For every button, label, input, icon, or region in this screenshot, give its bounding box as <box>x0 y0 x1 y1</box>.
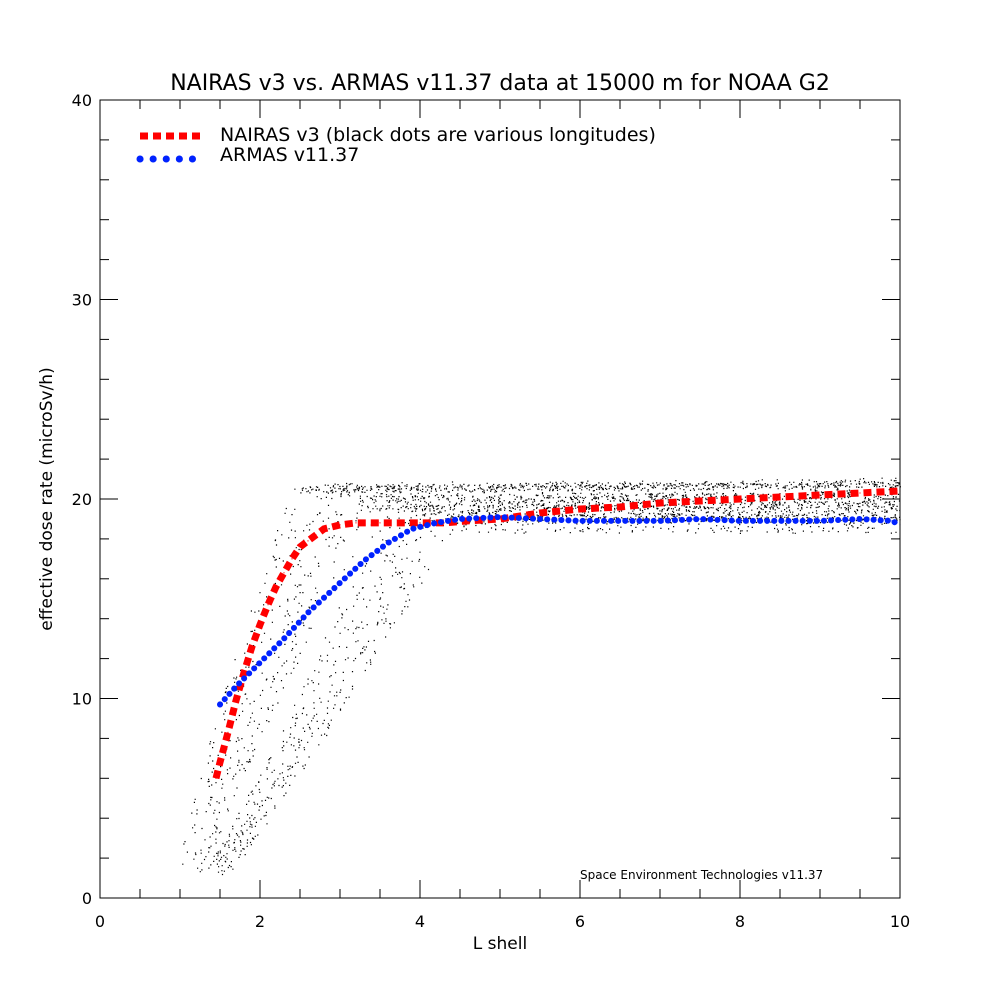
armas-point <box>539 518 541 520</box>
nairas-point <box>259 624 261 626</box>
armas-point <box>891 520 893 522</box>
armas-point <box>739 520 741 522</box>
armas-point <box>659 520 661 522</box>
nairas-point <box>267 604 269 606</box>
x-tick-label: 6 <box>575 912 585 931</box>
series-layer <box>212 487 903 780</box>
scatter-dots <box>182 477 901 876</box>
nairas-point <box>235 699 237 702</box>
armas-point <box>259 662 261 664</box>
nairas-point <box>819 494 821 496</box>
x-tick-label: 4 <box>415 912 425 931</box>
nairas-point <box>243 672 245 674</box>
x-tick-label: 8 <box>735 912 745 931</box>
nairas-point <box>859 492 861 494</box>
nairas-point <box>699 500 701 502</box>
x-axis-label: L shell <box>473 934 527 954</box>
legend-label-nairas: NAIRAS v3 (black dots are various longit… <box>220 124 656 146</box>
armas-point <box>499 516 501 518</box>
nairas-point <box>299 546 301 548</box>
armas-point <box>411 528 413 530</box>
nairas-point <box>219 761 221 763</box>
armas-point <box>859 518 861 520</box>
nairas-point <box>419 522 421 524</box>
armas-point <box>219 703 221 706</box>
armas-point <box>699 518 701 520</box>
armas-point <box>619 520 621 522</box>
nairas-point <box>291 558 293 560</box>
nairas-point <box>307 540 309 542</box>
y-tick-label: 10 <box>72 690 92 709</box>
series-line-nairas <box>212 487 901 780</box>
nairas-point <box>355 522 357 524</box>
nairas-point <box>403 522 405 524</box>
nairas-point <box>539 512 541 514</box>
credit-text: Space Environment Technologies v11.37 <box>580 868 823 882</box>
nairas-point <box>739 498 741 500</box>
nairas-point <box>579 508 581 510</box>
nairas-point <box>275 586 277 588</box>
y-tick-label: 40 <box>72 91 92 110</box>
chart-title: NAIRAS v3 vs. ARMAS v11.37 data at 15000… <box>170 71 830 96</box>
x-tick-label: 0 <box>95 912 105 931</box>
x-tick-label: 10 <box>890 912 910 931</box>
nairas-point <box>323 528 325 530</box>
y-tick-label: 30 <box>72 291 92 310</box>
nairas-point <box>379 522 381 524</box>
nairas-point <box>339 524 341 526</box>
nairas-point <box>227 731 229 734</box>
armas-point <box>387 542 389 544</box>
nairas-point <box>215 777 217 779</box>
armas-point <box>283 638 285 640</box>
nairas-point <box>619 506 621 508</box>
nairas-point <box>251 646 253 648</box>
y-tick-label: 20 <box>72 490 92 509</box>
armas-point <box>339 582 341 584</box>
armas-point <box>819 520 821 522</box>
armas-point <box>235 685 237 688</box>
armas-point <box>459 518 461 520</box>
longitude-scatter-cloud <box>182 477 901 876</box>
armas-point <box>579 520 581 522</box>
legend-label-armas: ARMAS v11.37 <box>220 144 359 166</box>
y-axis-label: effective dose rate (microSv/h) <box>37 367 57 630</box>
nairas-point <box>659 502 661 504</box>
nairas-point <box>779 496 781 498</box>
legend: NAIRAS v3 (black dots are various longit… <box>136 124 656 166</box>
x-tick-label: 2 <box>255 912 265 931</box>
axis-ticks: 0 2 4 6 8 10 0 10 20 30 40 <box>72 91 911 931</box>
armas-point <box>435 522 437 524</box>
armas-point <box>307 612 309 614</box>
y-tick-label: 0 <box>82 889 92 908</box>
nairas-point <box>283 572 285 574</box>
armas-point <box>779 520 781 522</box>
armas-point <box>363 560 365 562</box>
series-line-armas <box>217 513 903 708</box>
nairas-point <box>315 534 317 536</box>
